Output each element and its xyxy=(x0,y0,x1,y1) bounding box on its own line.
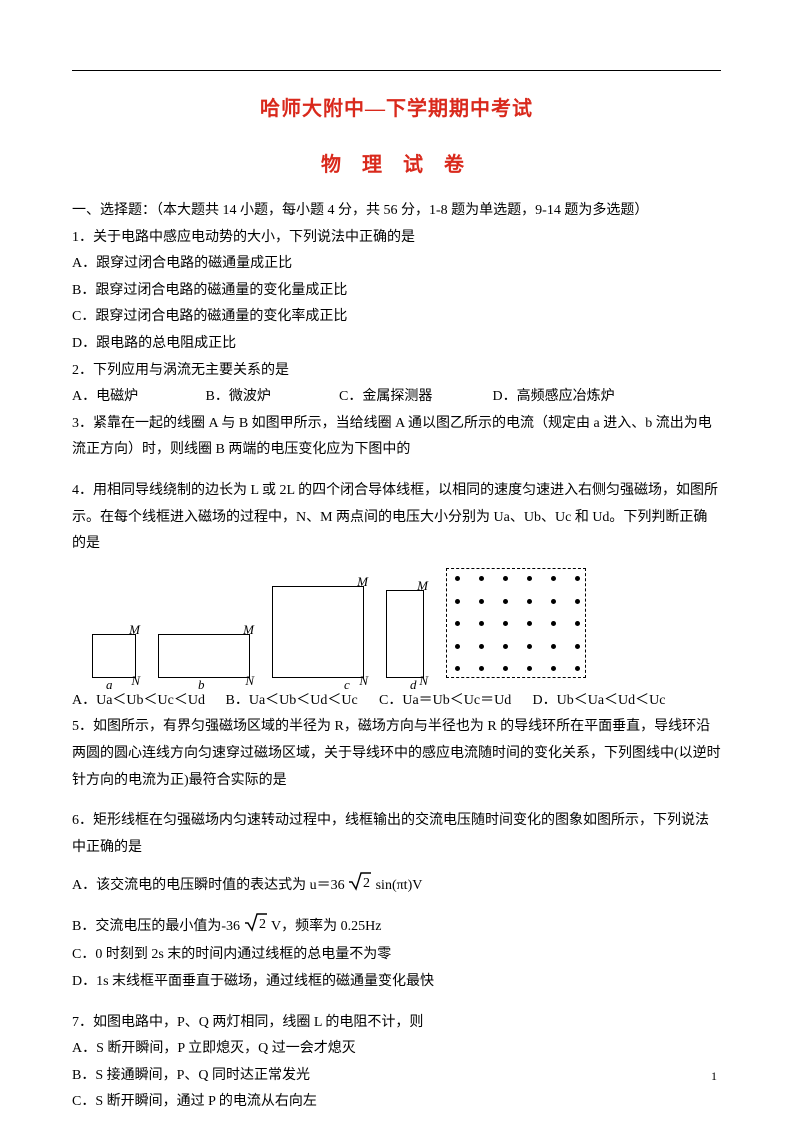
q6-optA: A．该交流电的电压瞬时值的表达式为 u＝36 2 sin(πt)V xyxy=(72,871,721,902)
q2-optC: C．金属探测器 xyxy=(339,384,489,411)
loop-letter: d xyxy=(410,673,417,698)
loop-b: MNb xyxy=(158,634,250,678)
loop-box xyxy=(272,586,364,678)
q1-optC: C．跟穿过闭合电路的磁通量的变化率成正比 xyxy=(72,304,721,331)
q6-optB-post: V，频率为 0.25Hz xyxy=(271,919,381,934)
field-dot xyxy=(527,576,532,581)
field-dot xyxy=(503,576,508,581)
field-dot xyxy=(551,621,556,626)
field-dot xyxy=(551,644,556,649)
q1-stem: 1．关于电路中感应电动势的大小，下列说法中正确的是 xyxy=(72,225,721,252)
field-dot xyxy=(551,576,556,581)
field-dot xyxy=(455,576,460,581)
q6-optB-pre: B．交流电压的最小值为-36 xyxy=(72,919,240,934)
loop-d: MNd xyxy=(386,590,424,678)
q2-options: A．电磁炉 B．微波炉 C．金属探测器 D．高频感应冶炼炉 xyxy=(72,384,721,411)
label-N: N xyxy=(245,669,254,694)
sqrt-arg: 2 xyxy=(363,876,370,891)
field-dot xyxy=(455,621,460,626)
loop-box xyxy=(386,590,424,678)
q2-stem: 2．下列应用与涡流无主要关系的是 xyxy=(72,358,721,385)
svg-text:2: 2 xyxy=(259,917,266,932)
loop-box xyxy=(158,634,250,678)
q3-stem: 3．紧靠在一起的线圈 A 与 B 如图甲所示，当给线圈 A 通以图乙所示的电流（… xyxy=(72,411,721,464)
q7-optC: C．S 断开瞬间，通过 P 的电流从右向左 xyxy=(72,1089,721,1116)
field-dot xyxy=(479,599,484,604)
label-N: N xyxy=(419,669,428,694)
q6-optA-pre: A．该交流电的电压瞬时值的表达式为 u＝36 xyxy=(72,878,345,893)
q6-optB: B．交流电压的最小值为-36 2 V，频率为 0.25Hz xyxy=(72,912,721,943)
label-M: M xyxy=(129,618,140,643)
q5-stem: 5．如图所示，有界匀强磁场区域的半径为 R，磁场方向与半径也为 R 的导线环所在… xyxy=(72,714,721,794)
label-M: M xyxy=(417,574,428,599)
q1-optA: A．跟穿过闭合电路的磁通量成正比 xyxy=(72,251,721,278)
q4-optD: D．Ub＜Ua＜Ud＜Uc xyxy=(533,688,683,715)
q2-optA: A．电磁炉 xyxy=(72,384,202,411)
label-M: M xyxy=(243,618,254,643)
q2-optB: B．微波炉 xyxy=(206,384,336,411)
field-dot xyxy=(551,666,556,671)
field-dot xyxy=(479,621,484,626)
exam-title-sub: 物 理 试 卷 xyxy=(72,146,721,184)
q4-choices: A．Ua＜Ub＜Uc＜Ud B．Ua＜Ub＜Ud＜Uc C．Ua＝Ub＜Uc＝U… xyxy=(72,688,721,715)
field-dot xyxy=(479,644,484,649)
field-dot xyxy=(527,621,532,626)
q4-optC: C．Ua＝Ub＜Uc＝Ud xyxy=(379,688,529,715)
loop-a: MNa xyxy=(92,634,136,678)
field-dot xyxy=(527,599,532,604)
field-dot xyxy=(551,599,556,604)
field-dot xyxy=(503,599,508,604)
q7-stem: 7．如图电路中，P、Q 两灯相同，线圈 L 的电阻不计，则 xyxy=(72,1010,721,1037)
q1-optD: D．跟电路的总电阻成正比 xyxy=(72,331,721,358)
q6-optA-post: sin(πt)V xyxy=(376,878,423,893)
field-dot xyxy=(479,576,484,581)
q4-figure: MNa MNb MNc MNd xyxy=(92,568,721,678)
sqrt-icon: 2 xyxy=(348,871,372,902)
label-M: M xyxy=(357,570,368,595)
field-dot xyxy=(479,666,484,671)
q1-optB: B．跟穿过闭合电路的磁通量的变化量成正比 xyxy=(72,278,721,305)
field-dot xyxy=(575,666,580,671)
field-dot xyxy=(503,666,508,671)
top-rule xyxy=(72,70,721,71)
field-dot xyxy=(455,666,460,671)
q6-stem: 6．矩形线框在匀强磁场内匀速转动过程中，线框输出的交流电压随时间变化的图象如图所… xyxy=(72,808,721,861)
loop-letter: b xyxy=(198,673,205,698)
loop-c: MNc xyxy=(272,586,364,678)
field-dot xyxy=(455,599,460,604)
q7-optB: B．S 接通瞬间，P、Q 同时达正常发光 xyxy=(72,1063,721,1090)
q6-optC: C．0 时刻到 2s 末的时间内通过线框的总电量不为零 xyxy=(72,942,721,969)
magnetic-field-region xyxy=(446,568,586,678)
label-N: N xyxy=(131,669,140,694)
page-number: 1 xyxy=(711,1065,717,1088)
field-dot xyxy=(527,666,532,671)
field-dot xyxy=(527,644,532,649)
field-dot xyxy=(503,621,508,626)
q4-stem: 4．用相同导线绕制的边长为 L 或 2L 的四个闭合导体线框，以相同的速度匀速进… xyxy=(72,478,721,558)
q6-optD: D．1s 末线框平面垂直于磁场，通过线框的磁通量变化最快 xyxy=(72,969,721,996)
field-dot xyxy=(575,644,580,649)
loop-letter: a xyxy=(106,673,113,698)
field-dot xyxy=(503,644,508,649)
field-dot xyxy=(575,576,580,581)
field-dot xyxy=(575,621,580,626)
loop-letter: c xyxy=(344,673,350,698)
field-dot xyxy=(455,644,460,649)
field-dot xyxy=(575,599,580,604)
label-N: N xyxy=(359,669,368,694)
q2-optD: D．高频感应冶炼炉 xyxy=(493,384,615,411)
sqrt-icon: 2 xyxy=(244,912,268,943)
q7-optA: A．S 断开瞬间，P 立即熄灭，Q 过一会才熄灭 xyxy=(72,1036,721,1063)
section-intro: 一、选择题：（本大题共 14 小题，每小题 4 分，共 56 分，1-8 题为单… xyxy=(72,198,721,225)
exam-title-main: 哈师大附中—下学期期中考试 xyxy=(72,90,721,128)
